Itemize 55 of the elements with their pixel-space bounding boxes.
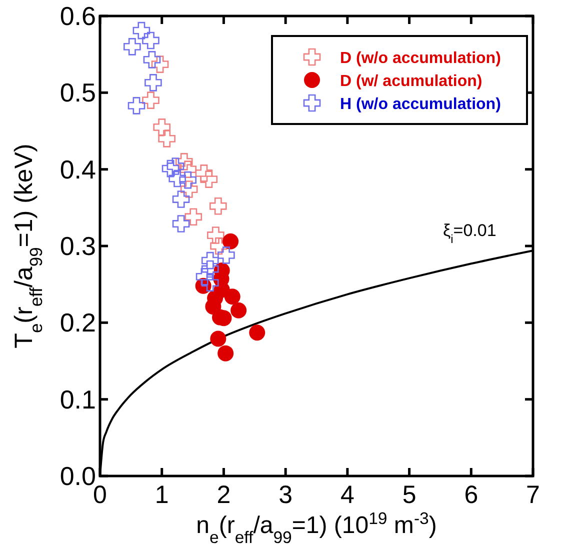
- point: [172, 190, 190, 208]
- point: [166, 158, 184, 175]
- legend-label: H (w/o accumulation): [340, 96, 501, 113]
- point: [201, 260, 219, 278]
- annotation: ξ$_{i}$=0.01: [443, 221, 496, 246]
- point: [144, 74, 162, 92]
- y-tick-label: 0.5: [60, 78, 96, 108]
- point: [132, 22, 150, 40]
- point: [218, 246, 235, 264]
- y-tick-label: 0.6: [60, 1, 96, 31]
- point: [143, 51, 161, 68]
- point: [184, 208, 202, 226]
- point: [207, 226, 224, 244]
- point: [180, 180, 198, 198]
- x-tick-label: 4: [340, 481, 354, 509]
- point: [201, 252, 219, 270]
- point: [142, 32, 160, 50]
- legend-label: D (w/ acumulation): [340, 73, 482, 90]
- point: [172, 215, 190, 232]
- point: [168, 170, 186, 188]
- point: [210, 330, 226, 347]
- point: [158, 130, 176, 148]
- point: [153, 118, 171, 136]
- point: [128, 97, 146, 114]
- x-tick-label: 5: [402, 481, 416, 509]
- point: [179, 160, 196, 178]
- point: [224, 288, 240, 305]
- x-tick-label: 3: [278, 481, 293, 509]
- x-tick-label: 1: [154, 481, 169, 509]
- point: [230, 302, 247, 318]
- x-tick-label: 6: [464, 481, 478, 509]
- x-tick-label: 2: [216, 481, 231, 509]
- y-tick-label: 0.4: [60, 154, 96, 184]
- x-tick-label: 0: [93, 481, 107, 509]
- y-tick-label: 0.2: [60, 308, 96, 338]
- point: [196, 268, 214, 286]
- point: [222, 233, 239, 250]
- x-tick-label: 7: [526, 481, 540, 509]
- point: [179, 171, 196, 189]
- point: [200, 170, 218, 188]
- legend-label: D (w/o accumulation): [340, 50, 501, 67]
- point: [162, 160, 180, 178]
- point: [249, 324, 266, 341]
- point: [124, 38, 141, 56]
- y-tick-label: 0.3: [60, 231, 96, 261]
- point: [210, 237, 228, 255]
- point: [142, 92, 160, 109]
- point: [151, 56, 169, 73]
- y-tick-label: 0.1: [60, 384, 96, 414]
- point: [218, 345, 234, 362]
- point: [209, 197, 227, 215]
- point: [195, 164, 213, 182]
- text: n$_{e}$(r$_{eff}$/a$_{99}$=1) (10$^{19}$ m$^{-3}$): [196, 508, 437, 546]
- point: [201, 274, 219, 292]
- point: [175, 153, 193, 170]
